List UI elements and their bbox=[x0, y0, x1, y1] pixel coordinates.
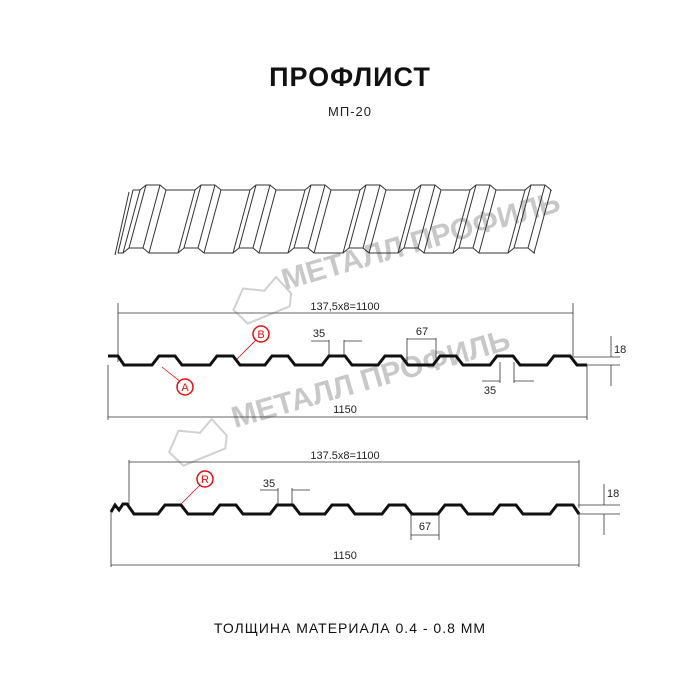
marker-b-label: B bbox=[257, 329, 264, 341]
profile-a-section bbox=[108, 354, 587, 367]
rib-edge bbox=[533, 189, 552, 254]
rib-edge bbox=[252, 184, 271, 249]
profile-b: R 137.5x8=1100 35 67 18 1150 bbox=[109, 450, 620, 567]
rib-edge bbox=[348, 184, 367, 249]
rib-edge bbox=[258, 189, 277, 254]
rib-edge bbox=[527, 184, 546, 249]
sheet-left-edge bbox=[117, 189, 134, 254]
rib-edge bbox=[307, 184, 326, 249]
crest-width-label: 35 bbox=[263, 478, 275, 490]
marker-b-circle bbox=[252, 325, 270, 343]
rib-edge bbox=[197, 184, 216, 249]
marker-r-circle bbox=[196, 470, 214, 488]
rib-edge bbox=[478, 189, 497, 254]
crest-width-label: 35 bbox=[313, 328, 325, 340]
rib-edge bbox=[417, 184, 436, 249]
rib-edge bbox=[128, 184, 147, 249]
height-label: 18 bbox=[607, 488, 619, 500]
rib-edge bbox=[423, 189, 442, 254]
rib-edge bbox=[397, 189, 416, 254]
trough-width-label: 35 bbox=[484, 385, 496, 397]
sheet-left-edge-fold bbox=[114, 191, 130, 256]
pitch-label: 137.5x8=1100 bbox=[310, 450, 379, 462]
isometric-sheet-view bbox=[114, 184, 553, 256]
watermark-top: МЕТАЛЛ ПРОФИЛЬ bbox=[232, 186, 564, 325]
rib-edge bbox=[368, 189, 387, 254]
valley-width-label: 67 bbox=[419, 521, 431, 533]
sheet-top-edge bbox=[133, 184, 553, 191]
rib-edge bbox=[513, 184, 532, 249]
rib-edge bbox=[238, 184, 257, 249]
rib-edge bbox=[342, 189, 361, 254]
width-label: 1150 bbox=[333, 404, 357, 416]
rib-edge bbox=[142, 184, 161, 249]
watermark-middle: МЕТАЛЛ ПРОФИЛЬ bbox=[167, 324, 514, 467]
rib-edge bbox=[122, 189, 141, 254]
marker-r-label: R bbox=[201, 474, 209, 486]
profile-b-section bbox=[109, 502, 581, 516]
rib-edge bbox=[452, 189, 471, 254]
model-subtitle: МП-20 bbox=[328, 104, 372, 119]
rib-edge bbox=[362, 184, 381, 249]
marker-a-circle bbox=[176, 378, 194, 396]
rib-edge bbox=[313, 189, 332, 254]
rib-edge bbox=[287, 189, 306, 254]
watermark-text: МЕТАЛЛ ПРОФИЛЬ bbox=[228, 324, 514, 435]
valley-width-label: 67 bbox=[416, 326, 428, 338]
material-thickness-note: ТОЛЩИНА МАТЕРИАЛА 0.4 - 0.8 ММ bbox=[213, 620, 487, 636]
rib-edge bbox=[232, 189, 251, 254]
pitch-label: 137,5x8=1100 bbox=[310, 301, 379, 313]
rib-edge bbox=[293, 184, 312, 249]
sheet-bottom-edge bbox=[118, 247, 535, 254]
rib-edge bbox=[472, 184, 491, 249]
width-label: 1150 bbox=[333, 550, 357, 562]
rib-edge bbox=[203, 189, 222, 254]
rib-edge bbox=[183, 184, 202, 249]
rib-edge bbox=[507, 189, 526, 254]
rib-edge bbox=[458, 184, 477, 249]
rib-edge bbox=[148, 189, 167, 254]
marker-a-label: A bbox=[181, 382, 189, 394]
page-title: ПРОФЛИСТ bbox=[269, 62, 431, 92]
height-label: 18 bbox=[614, 344, 626, 356]
rib-edge bbox=[177, 189, 196, 254]
rib-edge bbox=[403, 184, 422, 249]
profile-a: B A 137,5x8=1100 35 67 35 18 1150 bbox=[107, 301, 626, 420]
